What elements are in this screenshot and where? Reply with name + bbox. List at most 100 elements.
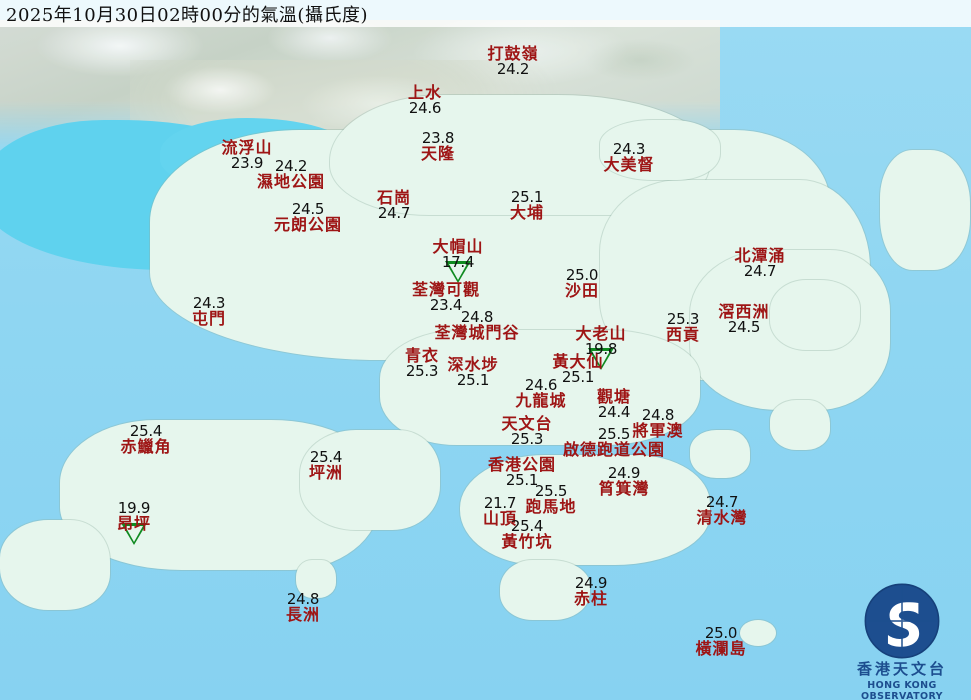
station-temperature: 25.1: [510, 188, 544, 206]
station-name: 西貢: [665, 325, 701, 344]
cold-station-marker-icon: [445, 261, 471, 283]
station-temperature: 17.4: [441, 253, 475, 271]
station-name: 沙田: [564, 281, 600, 300]
station-temperature: 25.3: [666, 310, 700, 328]
station-name: 將軍澳: [632, 421, 684, 440]
station-name: 黃竹坑: [501, 532, 553, 551]
station-label: 25.3 西貢: [666, 312, 700, 343]
station-name: 山頂: [482, 509, 518, 528]
landmass-lamma-island: [500, 560, 590, 620]
station-name: 青衣: [404, 346, 440, 365]
station-temperature: 25.1: [456, 371, 490, 389]
station-temperature: 23.4: [429, 296, 463, 314]
station-label: 24.3 大美督: [603, 142, 654, 173]
station-name: 啟德跑道公園: [562, 440, 666, 459]
page-title: 2025年10月30日02時00分的氣溫(攝氏度): [6, 4, 368, 26]
cold-station-marker-icon: [588, 348, 614, 370]
landmass-cheung-chau: [296, 560, 336, 598]
station-name: 石崗: [376, 188, 412, 207]
station-label: 24.8 長洲: [286, 592, 320, 623]
station-label: 打鼓嶺 24.2: [487, 46, 538, 77]
station-temperature: 23.9: [230, 154, 264, 172]
station-label: 25.4 黃竹坑: [501, 519, 552, 550]
station-label: 24.2 濕地公園: [257, 159, 325, 190]
station-temperature: 24.5: [291, 200, 325, 218]
station-label: 24.6 九龍城: [515, 378, 566, 409]
landmass-island-a: [690, 430, 750, 478]
cold-station-marker-icon: [121, 523, 147, 545]
station-name: 九龍城: [515, 391, 567, 410]
station-label: 流浮山 23.9: [221, 140, 272, 171]
station-label: 25.4 坪洲: [309, 450, 343, 481]
station-name: 深水埗: [447, 355, 499, 374]
station-temperature: 19.9: [117, 499, 151, 517]
station-name: 大美督: [603, 155, 655, 174]
station-name: 大埔: [509, 203, 545, 222]
station-temperature: 25.4: [510, 517, 544, 535]
station-label: 24.3 屯門: [192, 296, 226, 327]
station-name: 打鼓嶺: [487, 44, 539, 63]
station-label: 19.9 昂坪: [117, 501, 151, 532]
landmass-hong-kong-island: [460, 455, 710, 565]
station-temperature: 25.1: [505, 471, 539, 489]
station-name: 天隆: [420, 144, 456, 163]
station-label: 深水埗 25.1: [447, 357, 498, 388]
station-temperature: 25.4: [129, 422, 163, 440]
hko-logo: 香港天文台 HONG KONG OBSERVATORY: [839, 582, 965, 700]
station-temperature: 25.0: [704, 624, 738, 642]
station-name: 筲箕灣: [598, 479, 650, 498]
station-temperature: 25.1: [561, 368, 595, 386]
station-name: 黃大仙: [552, 352, 604, 371]
station-name: 香港公園: [487, 455, 557, 474]
station-temperature: 25.3: [510, 430, 544, 448]
station-name: 流浮山: [221, 138, 273, 157]
station-name: 濕地公園: [256, 172, 326, 191]
station-label: 25.0 沙田: [565, 268, 599, 299]
hko-logo-chinese: 香港天文台: [856, 660, 947, 678]
station-label: 大帽山 17.4: [432, 239, 483, 270]
station-name: 荃灣可觀: [411, 280, 481, 299]
station-temperature: 24.3: [192, 294, 226, 312]
hko-logo-english: HONG KONG OBSERVATORY: [861, 680, 943, 700]
station-label: 24.9 赤柱: [574, 576, 608, 607]
station-temperature: 24.2: [496, 60, 530, 78]
landmass-island-b: [770, 280, 860, 350]
station-name: 天文台: [501, 414, 553, 433]
station-temperature: 24.4: [597, 403, 631, 421]
station-label: 24.8 荃灣城門谷: [434, 310, 519, 341]
station-label: 觀塘 24.4: [597, 389, 631, 420]
station-label: 青衣 25.3: [405, 348, 439, 379]
station-temperature: 23.8: [421, 129, 455, 147]
station-name: 滘西洲: [718, 302, 770, 321]
station-name: 大帽山: [432, 237, 484, 256]
station-name: 橫瀾島: [695, 639, 747, 658]
station-temperature: 24.7: [743, 262, 777, 280]
station-label: 大老山 19.8: [575, 326, 626, 357]
title-bar: 2025年10月30日02時00分的氣溫(攝氏度): [0, 0, 971, 27]
landmass-island-c: [600, 120, 720, 180]
station-temperature: 24.7: [377, 204, 411, 222]
station-label: 北潭涌 24.7: [734, 248, 785, 279]
station-label: 25.5 跑馬地: [525, 484, 576, 515]
station-temperature: 24.8: [286, 590, 320, 608]
station-temperature: 25.5: [597, 425, 631, 443]
landmass-lantau-east: [300, 430, 440, 530]
station-name: 大老山: [575, 324, 627, 343]
station-name: 長洲: [285, 605, 321, 624]
station-temperature: 21.7: [483, 494, 517, 512]
station-label: 24.7 清水灣: [696, 495, 747, 526]
landmass-island-f: [0, 520, 110, 610]
hko-swirl-icon: [864, 583, 940, 659]
station-label: 25.4 赤鱲角: [120, 424, 171, 455]
station-temperature: 25.3: [405, 362, 439, 380]
station-name: 觀塘: [596, 387, 632, 406]
station-name: 昂坪: [116, 514, 152, 533]
station-temperature: 24.6: [524, 376, 558, 394]
station-label: 24.8 將軍澳: [632, 408, 683, 439]
station-temperature: 24.3: [612, 140, 646, 158]
station-label: 24.9 筲箕灣: [598, 466, 649, 497]
station-temperature: 24.2: [274, 157, 308, 175]
station-label: 23.8 天隆: [421, 131, 455, 162]
station-temperature: 25.5: [534, 482, 568, 500]
